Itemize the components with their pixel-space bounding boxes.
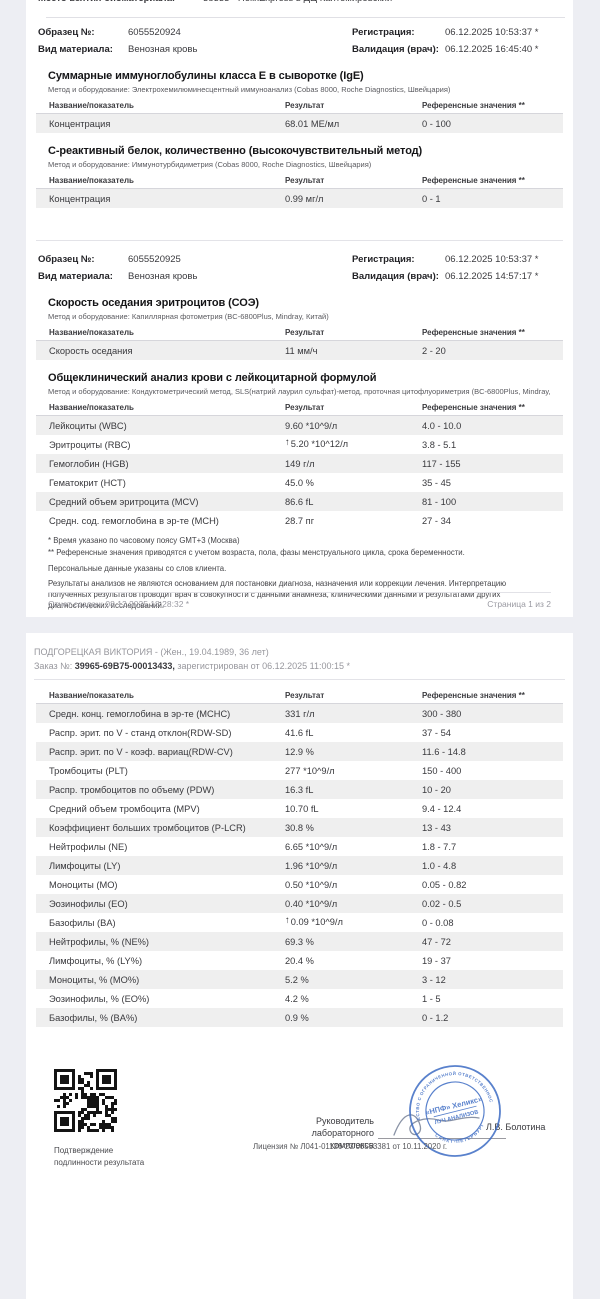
material-label: Вид материала: [38,44,113,55]
report-page-2: ПОДГОРЕЦКАЯ ВИКТОРИЯ - (Жен., 19.04.1989… [26,633,573,1299]
divider [34,679,565,680]
results-table-crp: Название/показатель Результат Референсны… [36,173,563,208]
table-row: Эозинофилы, % (EO%) 4.2 % 1 - 5 [49,993,441,1004]
table-header-row: Название/показатель Результат Референсны… [36,173,563,189]
table-row: Моноциты (MO) 0.50 *10^9/л 0.05 - 0.82 [49,879,467,890]
footnotes: * Время указано по часовому поясу GMT+3 … [48,535,551,559]
table-header-row: Название/показатель Результат Референсны… [36,98,563,114]
table-row: Эозинофилы (EO) 0.40 *10^9/л 0.02 - 0.5 [36,894,563,913]
table-row: Гемоглобин (HGB) 149 г/л 117 - 155 [36,454,563,473]
results-table-cbc: Название/показатель Результат Референсны… [36,400,563,530]
sample-number-value: 6055520924 [128,27,181,38]
table-row: Распр. эрит. по V - станд отклон(RDW-SD)… [49,727,451,738]
method-line: Метод и оборудование: Иммунотурбидиметри… [48,160,372,169]
patient-header: ПОДГОРЕЦКАЯ ВИКТОРИЯ - (Жен., 19.04.1989… [26,633,573,673]
table-row: Эритроциты (RBC) ↑5.20 *10^12/л 3.8 - 5.… [49,437,457,450]
table-row: Скорость оседания 11 мм/ч 2 - 20 [36,341,563,360]
qr-code [54,1069,117,1132]
table-row: Лейкоциты (WBC) 9.60 *10^9/л 4.0 - 10.0 [36,416,563,435]
results-table-ige: Название/показатель Результат Референсны… [36,98,563,133]
table-header-row: Название/показатель Результат Референсны… [36,325,563,341]
section-title-cbc: Общеклинический анализ крови с лейкоцита… [48,372,377,384]
lab-stamp: ОБЩЕСТВО С ОГРАНИЧЕННОЙ ОТВЕТСТВЕННОСТЬЮ… [393,1051,513,1169]
table-row: Концентрация 0.99 мг/л 0 - 1 [36,189,563,208]
table-row: Средн. сод. гемоглобина в эр-те (MCH) 28… [49,515,451,526]
order-label: Заказ №: [34,660,73,671]
table-row: Средний объем эритроцита (MCV) 86.6 fL 8… [36,492,563,511]
report-created-text: Отчет создан: 08.12.2025 18:28:32 * [48,599,190,609]
table-row: Нейтрофилы, % (NE%) 69.3 % 47 - 72 [36,932,563,951]
method-line: Метод и оборудование: Капиллярная фотоме… [48,312,329,321]
table-header-row: Название/показатель Результат Референсны… [36,688,563,704]
sample-info-block-2: Образец №: 6055520925 Регистрация: 06.12… [38,254,539,282]
qr-caption: Подтверждение подлинности результата [54,1146,145,1167]
section-title-esr: Скорость оседания эритроцитов (СОЭ) [48,297,259,309]
license-text: Лицензия № Л041-01126-23/00553381 от 10.… [253,1142,448,1151]
column-header-ref: Референсные значения ** [420,98,563,114]
column-header-result: Результат [283,98,420,114]
signature-role: Руководитель лабораторного комплекса [311,1116,374,1150]
results-table-cbc-continued: Название/показатель Результат Референсны… [36,688,563,1027]
results-table-esr: Название/показатель Результат Референсны… [36,325,563,360]
table-header-row: Название/показатель Результат Референсны… [36,400,563,416]
method-line: Метод и оборудование: Электрохемилюминес… [48,85,451,94]
validation-value: 06.12.2025 16:45:40 * [445,44,539,55]
table-row: Лимфоциты (LY) 1.96 *10^9/л 1.0 - 4.8 [36,856,563,875]
order-number: 39965-69В75-00013433, [74,660,175,671]
table-row: Гематокрит (HCT) 45.0 % 35 - 45 [49,477,451,488]
signature-scribble [386,1101,486,1148]
section-title-crp: С-реактивный белок, количественно (высок… [48,145,423,157]
table-row: Средн. конц. гемоглобина в эр-те (MCHC) … [36,704,563,723]
column-header-name: Название/показатель [36,98,283,114]
method-line: Метод и оборудование: Кондуктометрически… [48,387,551,396]
table-row: Базофилы, % (BA%) 0.9 % 0 - 1.2 [36,1008,563,1027]
sampling-place-label: Место взятия биоматериала: [38,0,203,6]
registration-value: 06.12.2025 10:53:37 * [445,27,539,38]
material-value: Венозная кровь [128,44,198,55]
sampling-place-value: 38333 - HelixExpress в ДЦ Кантемировский [203,0,392,6]
registration-label: Регистрация: [352,27,415,38]
qr-block: Подтверждение подлинности результата [54,1069,194,1168]
signature-line [378,1138,506,1139]
table-row: Распр. тромбоцитов по объему (PDW) 16.3 … [36,780,563,799]
table-row: Концентрация 68.01 МЕ/мл 0 - 100 [36,114,563,133]
page-number-text: Страница 1 из 2 [487,599,551,609]
order-registered-text: зарегистрирован от 06.12.2025 11:00:15 * [177,660,351,671]
page-footer: Отчет создан: 08.12.2025 18:28:32 * Стра… [48,592,551,609]
disclaimer-text: Результаты анализов не являются основани… [48,579,507,610]
table-row: Моноциты, % (MO%) 5.2 % 3 - 12 [36,970,563,989]
table-row: Базофилы (BA) ↑0.09 *10^9/л 0 - 0.08 [49,915,454,928]
patient-line: ПОДГОРЕЦКАЯ ВИКТОРИЯ - (Жен., 19.04.1989… [34,647,269,657]
high-flag-icon: ↑ [285,915,290,926]
divider [46,17,565,18]
table-row: Коэффициент больших тромбоцитов (P-LCR) … [36,818,563,837]
sample-info-block-1: Образец №: 6055520924 Регистрация: 06.12… [26,24,573,58]
divider [36,240,563,241]
svg-text:ОБЩЕСТВО С ОГРАНИЧЕННОЙ ОТВЕТС: ОБЩЕСТВО С ОГРАНИЧЕННОЙ ОТВЕТСТВЕННОСТЬЮ [397,1053,494,1124]
section-title-ige: Суммарные иммуноглобулины класса E в сыв… [48,70,364,82]
table-row: Средний объем тромбоцита (MPV) 10.70 fL … [49,803,462,814]
sampling-place-line: Место взятия биоматериала: 38333 - Helix… [38,0,565,6]
table-row: Тромбоциты (PLT) 277 *10^9/л 150 - 400 [49,765,462,776]
report-page-1: Место взятия биоматериала: 38333 - Helix… [26,0,573,617]
high-flag-icon: ↑ [285,437,290,448]
table-row: Лимфоциты, % (LY%) 20.4 % 19 - 37 [49,955,451,966]
footnote-reference: ** Референсные значения приводятся с уче… [48,548,465,557]
personal-data-note: Персональные данные указаны со слов клие… [48,564,227,573]
stamp-ring-top-text: ОБЩЕСТВО С ОГРАНИЧЕННОЙ ОТВЕТСТВЕННОСТЬЮ [393,1051,494,1124]
table-row: Нейтрофилы (NE) 6.65 *10^9/л 1.8 - 7.7 [49,841,457,852]
sample-number-label: Образец №: [38,27,95,38]
signature-name: Л.В. Болотина [486,1122,546,1132]
validation-label: Валидация (врач): [352,44,439,55]
order-line: Заказ №: 39965-69В75-00013433, зарегистр… [34,660,565,674]
table-row: Распр. эрит. по V - коэф. вариац(RDW-CV)… [36,742,563,761]
footnote-timezone: * Время указано по часовому поясу GMT+3 … [48,536,240,545]
